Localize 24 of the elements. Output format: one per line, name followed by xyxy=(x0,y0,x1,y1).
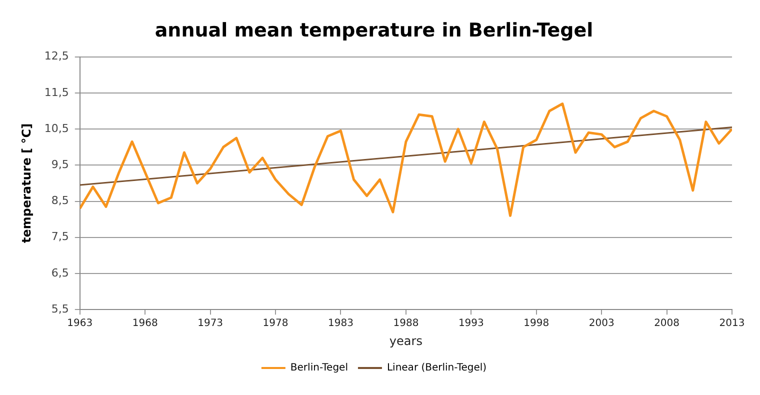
x-axis-title: years xyxy=(389,334,422,348)
y-tick-label: 10,5 xyxy=(44,122,69,135)
x-tick-label: 2003 xyxy=(588,318,614,330)
legend-label: Berlin-Tegel xyxy=(290,362,348,374)
legend-label: Linear (Berlin-Tegel) xyxy=(386,362,487,374)
x-tick-label: 1983 xyxy=(328,318,354,330)
y-tick-label: 9,5 xyxy=(51,158,69,171)
y-tick-label: 11,5 xyxy=(44,86,69,99)
y-tick-label: 12,5 xyxy=(44,50,69,63)
x-tick-label: 1963 xyxy=(67,318,93,330)
x-tick-label: 1968 xyxy=(132,318,158,330)
x-tick-label: 2013 xyxy=(719,318,745,330)
y-tick-label: 5,5 xyxy=(51,302,69,316)
x-tick-label: 1993 xyxy=(458,318,484,330)
chart-title: annual mean temperature in Berlin-Tegel xyxy=(154,19,594,42)
y-tick-label: 8,5 xyxy=(51,194,69,208)
y-tick-label: 7,5 xyxy=(51,230,69,244)
x-tick-label: 1998 xyxy=(524,318,550,330)
x-tick-label: 2008 xyxy=(654,318,680,330)
y-axis-title: temperature [ °C] xyxy=(19,123,34,243)
y-tick-label: 6,5 xyxy=(51,266,69,280)
x-tick-label: 1978 xyxy=(262,318,288,330)
x-tick-label: 1988 xyxy=(393,318,419,330)
x-tick-label: 1973 xyxy=(198,318,224,330)
